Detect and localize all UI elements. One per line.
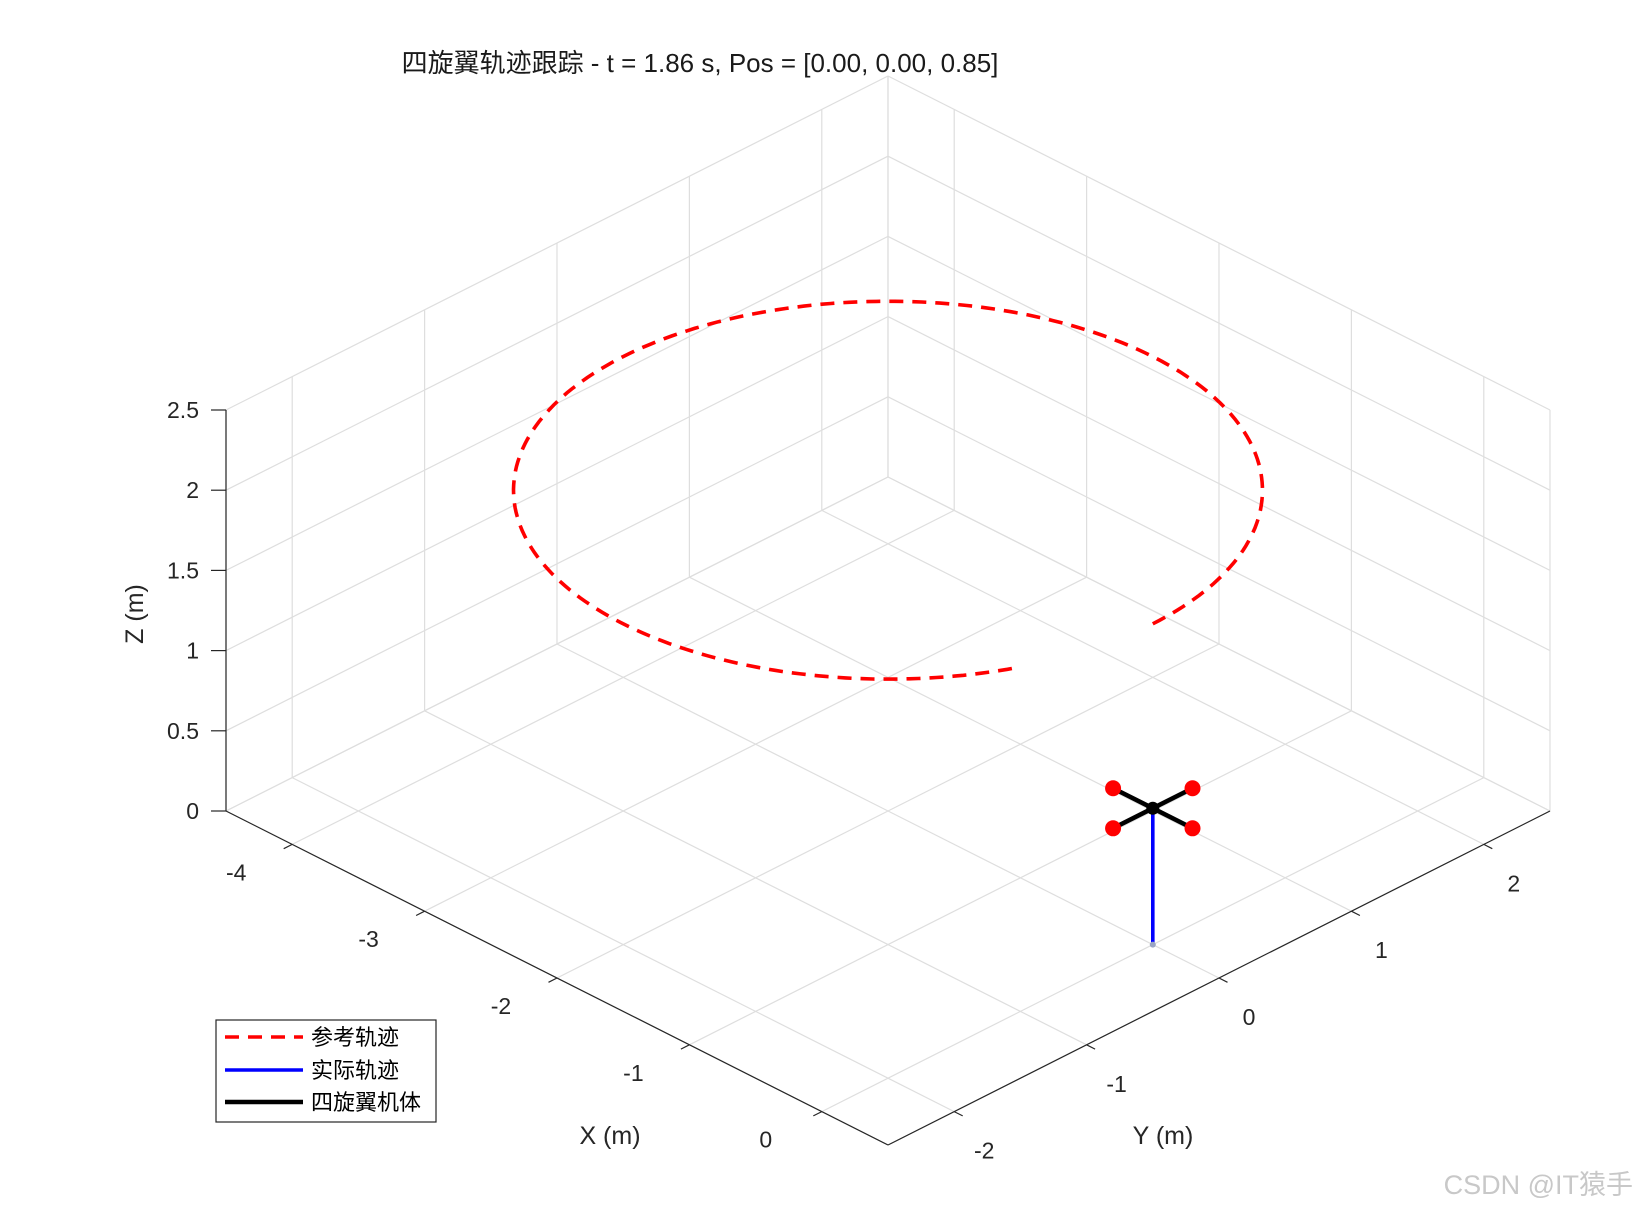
z-tick-label: 0.5 bbox=[167, 718, 199, 744]
quadrotor-rotor bbox=[1184, 820, 1201, 837]
z-tick-label: 0 bbox=[186, 798, 199, 824]
y-axis-label: Y (m) bbox=[1133, 1122, 1194, 1150]
y-tick-label: 1 bbox=[1375, 937, 1388, 963]
wall-grid-line bbox=[225, 316, 889, 652]
y-tick-label: 2 bbox=[1507, 870, 1520, 896]
x-tick-label: -4 bbox=[226, 859, 247, 885]
z-tick-label: 2 bbox=[186, 477, 199, 503]
y-tick-label: 0 bbox=[1243, 1004, 1256, 1030]
x-tick-mark bbox=[813, 1111, 823, 1117]
legend-label-actual: 实际轨迹 bbox=[311, 1059, 399, 1084]
wall-grid-line bbox=[225, 396, 889, 732]
grid-lines bbox=[225, 75, 1551, 1146]
reference-trajectory bbox=[511, 299, 1265, 681]
wall-grid-line bbox=[887, 476, 1551, 812]
chart-title: 四旋翼轨迹跟踪 - t = 1.86 s, Pos = [0.00, 0.00,… bbox=[402, 48, 999, 78]
wall-grid-line bbox=[887, 316, 1551, 652]
watermark: CSDN @IT猿手 bbox=[1443, 1170, 1633, 1200]
tick-labels: -4 -3 -2 -1 0 -2 -1 0 1 2 0 0.5 1 1.5 2 2.5 bbox=[167, 397, 1520, 1164]
y-tick-mark bbox=[953, 1111, 963, 1117]
x-tick-label: -2 bbox=[491, 993, 511, 1019]
floor-grid-line bbox=[556, 643, 1220, 979]
x-tick-mark bbox=[680, 1044, 690, 1050]
wall-grid-line bbox=[887, 396, 1551, 732]
z-tick-label: 2.5 bbox=[167, 397, 199, 423]
z-tick-label: 1.5 bbox=[167, 557, 199, 583]
y-tick-mark bbox=[1351, 910, 1361, 917]
floor-grid-line bbox=[821, 509, 1485, 845]
axis-lines bbox=[211, 409, 1551, 1146]
wall-grid-line bbox=[887, 155, 1551, 491]
x-tick-mark bbox=[415, 910, 425, 917]
y-tick-label: -1 bbox=[1106, 1071, 1126, 1097]
floor-grid-line bbox=[291, 777, 955, 1113]
series-marks bbox=[511, 299, 1265, 948]
y-tick-mark bbox=[1483, 843, 1493, 850]
trajectory-start-point bbox=[1149, 941, 1156, 948]
x-axis-label: X (m) bbox=[579, 1122, 640, 1150]
quadrotor-center bbox=[1146, 801, 1160, 815]
quadrotor-rotor bbox=[1105, 820, 1122, 837]
z-tick-label: 1 bbox=[186, 638, 199, 664]
quadrotor-rotor bbox=[1184, 780, 1201, 797]
legend-label-reference: 参考轨迹 bbox=[311, 1026, 399, 1051]
wall-grid-line bbox=[887, 75, 1551, 411]
legend: 参考轨迹 实际轨迹 四旋翼机体 bbox=[215, 1019, 437, 1123]
y-tick-mark bbox=[1218, 977, 1228, 983]
x-tick-label: -3 bbox=[358, 926, 378, 952]
x-tick-mark bbox=[283, 843, 293, 850]
wall-grid-line bbox=[225, 75, 889, 411]
z-axis-label: Z (m) bbox=[121, 584, 149, 644]
x-tick-label: -1 bbox=[623, 1060, 643, 1086]
x-tick-mark bbox=[548, 977, 558, 983]
legend-label-body: 四旋翼机体 bbox=[311, 1091, 421, 1116]
x-tick-label: 0 bbox=[759, 1127, 772, 1153]
floor-grid-line bbox=[689, 576, 1352, 912]
floor-grid-line bbox=[424, 710, 1087, 1046]
wall-grid-line bbox=[225, 155, 889, 491]
y-tick-mark bbox=[1086, 1044, 1096, 1050]
y-tick-label: -2 bbox=[974, 1138, 994, 1164]
wall-grid-line bbox=[225, 476, 889, 812]
quadrotor-rotor bbox=[1105, 780, 1122, 797]
